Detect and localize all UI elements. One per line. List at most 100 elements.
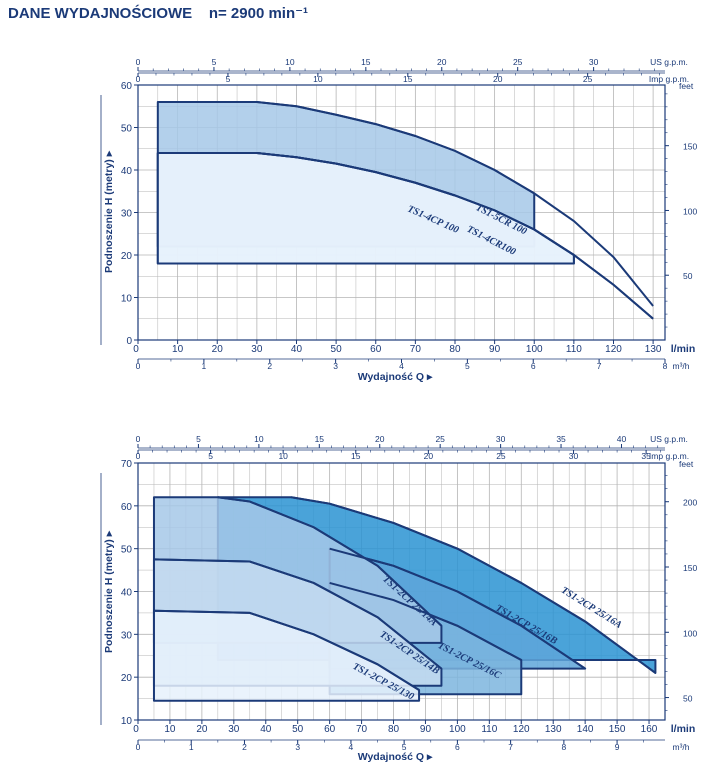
x-tick-label: 90 <box>420 724 432 735</box>
x-tick-label: 20 <box>196 724 208 735</box>
x-tick-label: 0 <box>133 344 139 355</box>
x-tick-label: 80 <box>449 344 461 355</box>
feet-tick-label: 50 <box>683 271 693 281</box>
x-tick-label: 90 <box>489 344 501 355</box>
usgpm-tick-label: 40 <box>617 434 627 444</box>
x-tick-label: 80 <box>388 724 400 735</box>
m3h-tick-label: 4 <box>349 742 354 752</box>
y-tick-label: 40 <box>121 166 133 177</box>
usgpm-tick-label: 15 <box>361 57 371 67</box>
impgpm-tick-label: 10 <box>278 451 288 461</box>
y-tick-label: 30 <box>121 630 133 641</box>
m3h-tick-label: 9 <box>615 742 620 752</box>
feet-tick-label: 150 <box>683 563 697 573</box>
usgpm-tick-label: 25 <box>513 57 523 67</box>
y-tick-label: 40 <box>121 588 133 599</box>
x-tick-label: 130 <box>645 344 662 355</box>
x-tick-label: 50 <box>331 344 343 355</box>
usgpm-tick-label: 15 <box>315 434 325 444</box>
usgpm-tick-label: 20 <box>437 57 447 67</box>
x-tick-label: 110 <box>481 724 497 735</box>
x-tick-label: 0 <box>133 724 139 735</box>
feet-tick-label: 50 <box>683 694 693 704</box>
m3h-tick-label: 6 <box>531 361 536 371</box>
x-tick-label: 10 <box>172 344 184 355</box>
y-tick-label: 60 <box>121 81 133 92</box>
feet-unit: feet <box>679 81 694 91</box>
x-tick-label: 130 <box>545 724 562 735</box>
x-tick-label: 30 <box>251 344 263 355</box>
impgpm-tick-label: 35 <box>641 451 651 461</box>
y-tick-label: 60 <box>121 502 133 513</box>
m3h-tick-label: 7 <box>508 742 513 752</box>
impgpm-tick-label: 30 <box>569 451 579 461</box>
usgpm-tick-label: 25 <box>435 434 445 444</box>
x-axis-label: Wydajność Q ▸ <box>358 371 433 383</box>
y-axis-label: Podnoszenie H (metry) ▸ <box>103 150 115 273</box>
impgpm-unit: Imp g.p.m. <box>649 451 689 461</box>
usgpm-tick-label: 20 <box>375 434 385 444</box>
performance-curve <box>217 496 443 627</box>
m3h-tick-label: 7 <box>597 361 602 371</box>
x-tick-label: 30 <box>228 724 240 735</box>
x-tick-label: 50 <box>292 724 304 735</box>
lmin-unit: l/min <box>671 343 696 355</box>
m3h-tick-label: 2 <box>267 361 272 371</box>
impgpm-tick-label: 20 <box>493 74 503 84</box>
lmin-unit: l/min <box>671 723 696 735</box>
usgpm-tick-label: 30 <box>496 434 506 444</box>
x-tick-label: 120 <box>513 724 530 735</box>
performance-curve <box>329 547 586 670</box>
usgpm-tick-label: 30 <box>589 57 599 67</box>
usgpm-tick-label: 35 <box>556 434 566 444</box>
x-axis-label: Wydajność Q ▸ <box>358 751 433 763</box>
m3h-tick-label: 3 <box>333 361 338 371</box>
m3h-tick-label: 6 <box>455 742 460 752</box>
m3h-tick-label: 0 <box>136 361 141 371</box>
x-tick-label: 60 <box>324 724 336 735</box>
y-tick-label: 10 <box>121 716 133 727</box>
m3h-unit: m³/h <box>673 361 690 371</box>
x-tick-label: 70 <box>356 724 368 735</box>
m3h-tick-label: 0 <box>136 742 141 752</box>
impgpm-tick-label: 5 <box>226 74 231 84</box>
x-tick-label: 20 <box>212 344 224 355</box>
impgpm-tick-label: 15 <box>403 74 413 84</box>
impgpm-tick-label: 25 <box>496 451 506 461</box>
performance-curve <box>153 558 443 670</box>
m3h-tick-label: 5 <box>402 742 407 752</box>
impgpm-tick-label: 15 <box>351 451 361 461</box>
y-tick-label: 50 <box>121 545 133 556</box>
m3h-tick-label: 8 <box>663 361 668 371</box>
impgpm-tick-label: 0 <box>136 451 141 461</box>
feet-tick-label: 100 <box>683 628 697 638</box>
x-tick-label: 10 <box>164 724 176 735</box>
m3h-tick-label: 1 <box>202 361 207 371</box>
y-axis-label: Podnoszenie H (metry) ▸ <box>103 530 115 653</box>
feet-unit: feet <box>679 459 694 469</box>
y-tick-label: 50 <box>121 124 133 135</box>
m3h-tick-label: 4 <box>399 361 404 371</box>
page-title: DANE WYDAJNOŚCIOWE n= 2900 min⁻¹ <box>8 5 309 22</box>
impgpm-unit: Imp g.p.m. <box>649 74 689 84</box>
feet-tick-label: 150 <box>683 142 697 152</box>
y-tick-label: 20 <box>121 251 133 262</box>
x-tick-label: 60 <box>370 344 382 355</box>
performance-curve <box>256 152 654 320</box>
m3h-tick-label: 3 <box>295 742 300 752</box>
x-tick-label: 40 <box>260 724 272 735</box>
x-tick-label: 120 <box>605 344 622 355</box>
m3h-unit: m³/h <box>673 742 690 752</box>
usgpm-unit: US g.p.m. <box>650 57 688 67</box>
usgpm-tick-label: 5 <box>212 57 217 67</box>
x-tick-label: 100 <box>449 724 466 735</box>
m3h-tick-label: 2 <box>242 742 247 752</box>
usgpm-tick-label: 10 <box>285 57 295 67</box>
impgpm-tick-label: 10 <box>313 74 323 84</box>
x-tick-label: 70 <box>410 344 422 355</box>
usgpm-tick-label: 0 <box>136 57 141 67</box>
y-tick-label: 30 <box>121 209 133 220</box>
x-tick-label: 160 <box>641 724 658 735</box>
